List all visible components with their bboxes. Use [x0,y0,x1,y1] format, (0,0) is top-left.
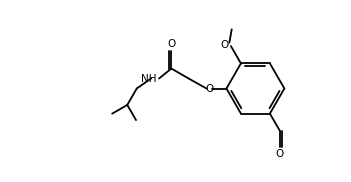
Text: O: O [276,149,284,159]
Text: O: O [167,39,176,49]
Text: O: O [221,40,229,50]
Text: O: O [206,84,214,94]
Text: NH: NH [140,74,156,84]
